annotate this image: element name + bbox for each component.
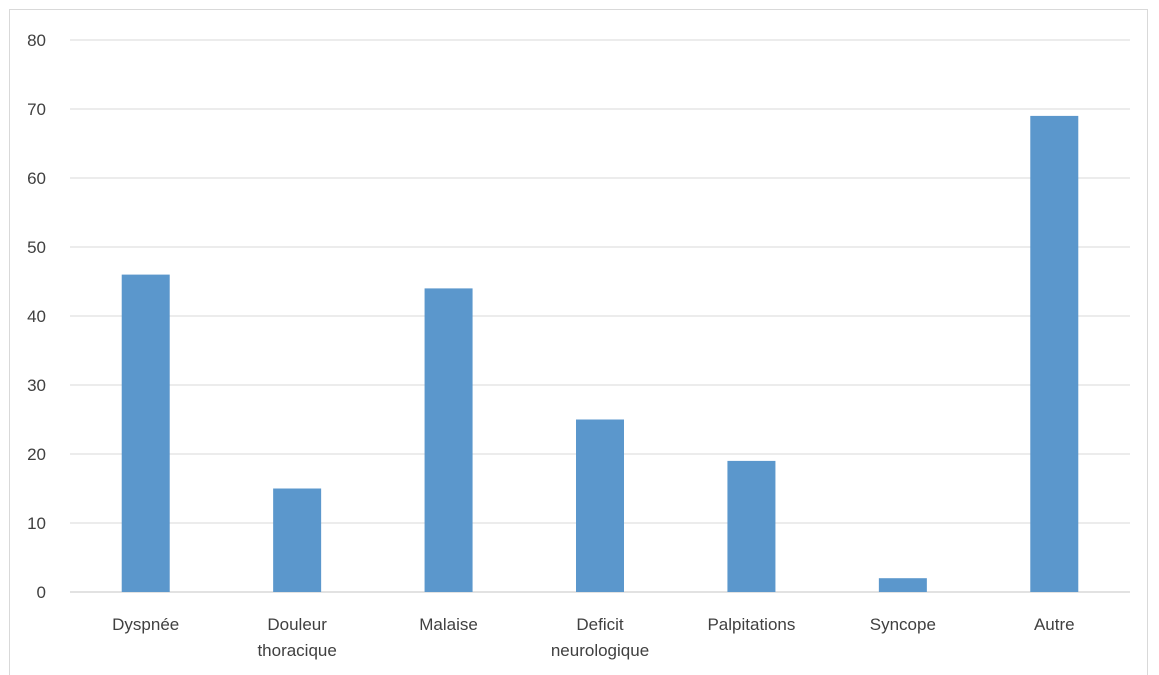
x-category-label: Deficit neurologique [551,615,649,660]
bar [878,578,927,592]
bar [424,288,473,592]
x-category-label: Douleur thoracique [257,615,336,660]
y-tick-label: 30 [27,376,46,395]
y-tick-label: 0 [37,583,46,602]
x-category-label: Palpitations [707,615,795,634]
x-category-label: Malaise [419,615,478,634]
x-category-label: Syncope [870,615,936,634]
y-tick-label: 10 [27,514,46,533]
x-axis-categories: Dyspnée Douleur thoracique Malaise Deficit ne… [112,615,1074,660]
x-category-label: Autre [1034,615,1075,634]
x-category-label: Dyspnée [112,615,179,634]
bar [273,488,322,592]
y-tick-label: 40 [27,307,46,326]
bar [121,274,170,592]
y-tick-label: 50 [27,238,46,257]
bar [727,460,776,592]
y-tick-label: 80 [27,31,46,50]
bar [576,419,624,592]
bars [121,115,1079,593]
y-axis-ticks: 0 10 20 30 40 50 60 70 80 [27,31,46,602]
y-tick-label: 20 [27,445,46,464]
y-tick-label: 60 [27,169,46,188]
bar [1030,115,1079,593]
y-tick-label: 70 [27,100,46,119]
